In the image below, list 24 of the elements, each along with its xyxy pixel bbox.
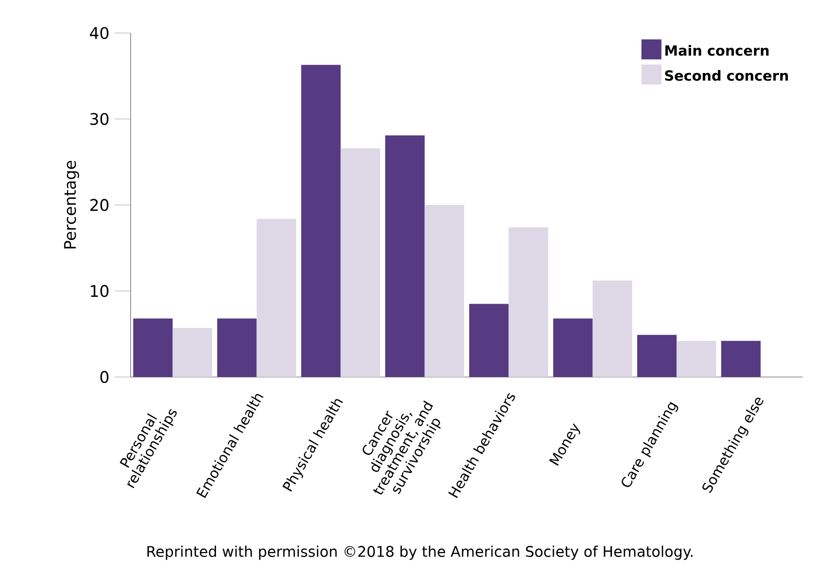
y-tick-label: 40 xyxy=(90,26,108,40)
bar xyxy=(301,64,341,377)
y-axis-title: Percentage xyxy=(64,160,80,248)
legend-label: Second concern xyxy=(665,70,788,81)
bar xyxy=(385,135,425,377)
bar xyxy=(592,280,632,377)
bar xyxy=(553,318,593,377)
bar xyxy=(133,318,173,377)
bar xyxy=(340,148,380,377)
bar xyxy=(637,334,677,377)
bar xyxy=(676,340,716,377)
bar xyxy=(217,318,257,377)
legend-label: Main concern xyxy=(665,44,769,56)
bar xyxy=(469,304,509,377)
bar xyxy=(172,328,212,377)
bar xyxy=(508,227,548,377)
bar xyxy=(424,204,464,377)
y-tick-label: 20 xyxy=(90,198,108,212)
bar xyxy=(721,340,761,377)
y-tick-label: 10 xyxy=(90,284,108,298)
y-tick-label: 30 xyxy=(90,112,108,126)
y-tick-label: 0 xyxy=(100,370,108,384)
bar xyxy=(256,218,296,377)
text: Reprinted with permission ©2018 by the American Society of Hematology. xyxy=(147,546,692,560)
